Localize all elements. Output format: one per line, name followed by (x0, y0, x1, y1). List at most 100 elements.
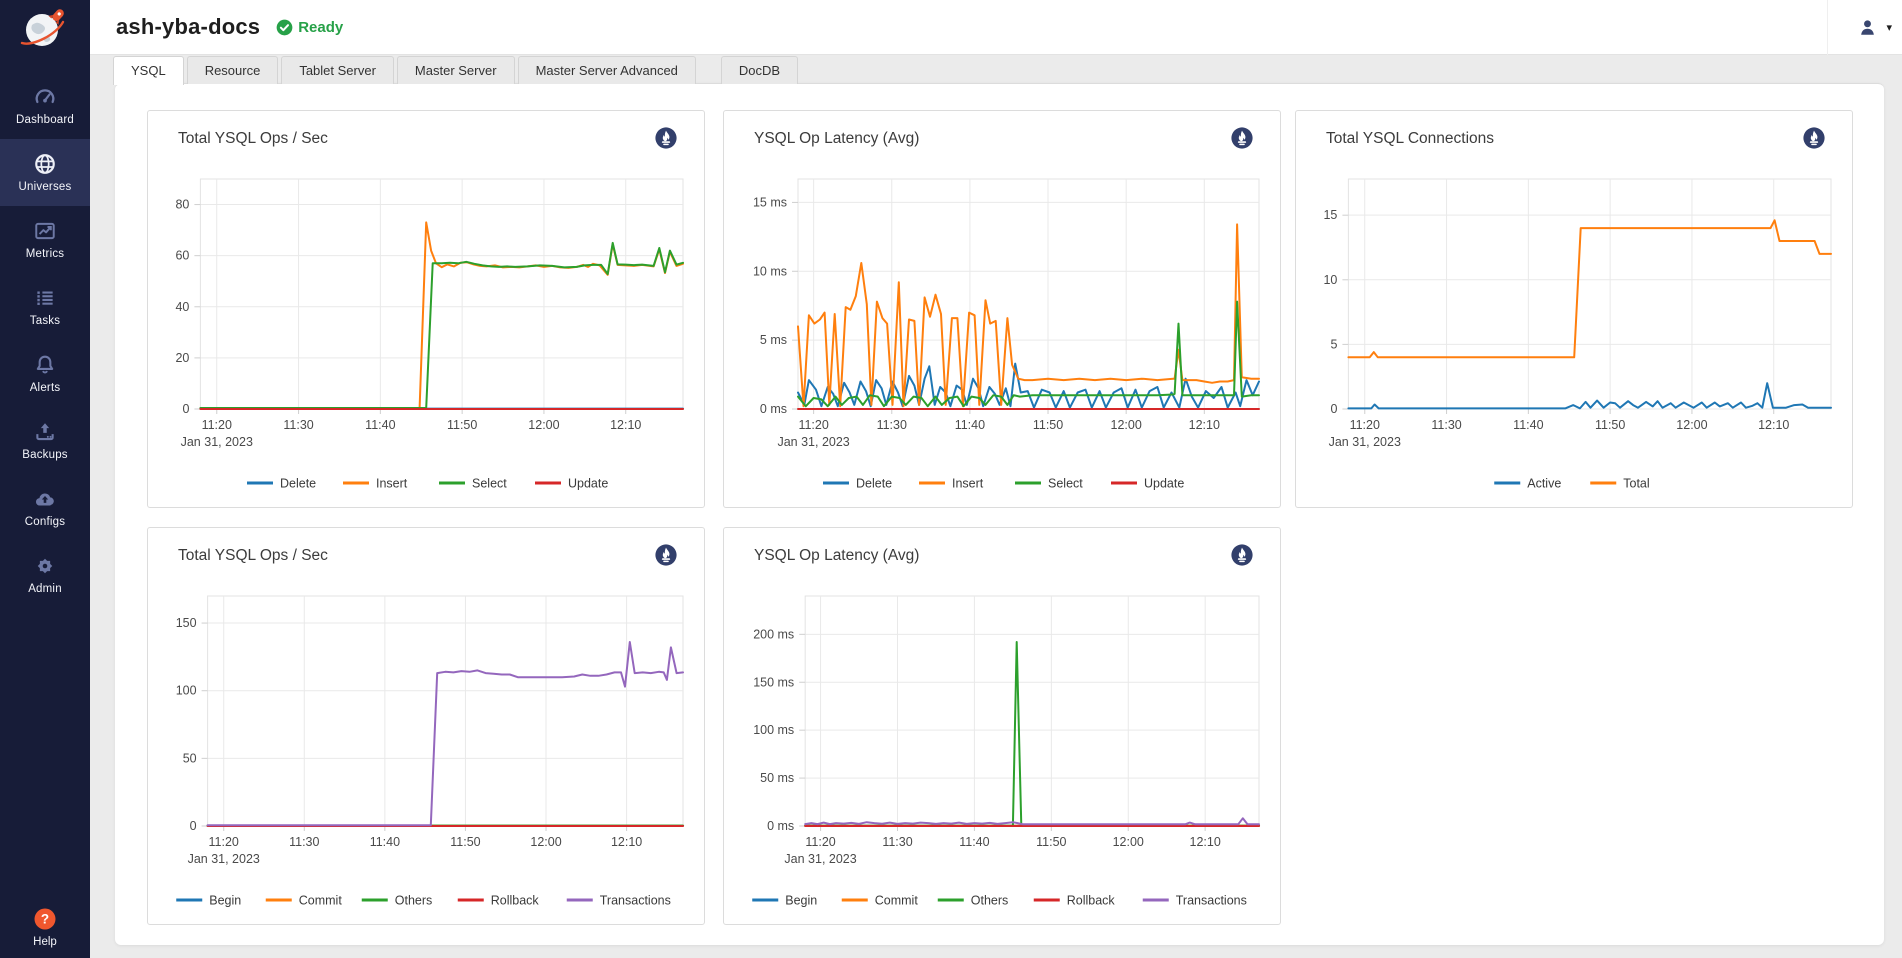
x-tick-label: 11:30 (1431, 418, 1461, 432)
legend-item-delete[interactable]: Delete (823, 477, 892, 491)
legend-item-delete[interactable]: Delete (247, 477, 316, 491)
sidebar-item-metrics[interactable]: Metrics (0, 206, 90, 273)
legend-item-select[interactable]: Select (439, 477, 507, 491)
legend-item-commit[interactable]: Commit (841, 894, 919, 908)
x-axis-date-label: Jan 31, 2023 (777, 435, 849, 449)
legend-item-transactions[interactable]: Transactions (566, 894, 671, 908)
app-logo[interactable] (0, 0, 90, 58)
x-tick-label: 12:10 (1758, 418, 1789, 432)
chart-title: YSQL Op Latency (Avg) (754, 130, 920, 147)
series-line-total[interactable] (1347, 219, 1832, 359)
legend-item-commit[interactable]: Commit (265, 894, 343, 908)
sidebar-item-help[interactable]: ? Help (0, 906, 90, 948)
prometheus-icon[interactable] (1230, 543, 1254, 567)
prometheus-icon[interactable] (654, 126, 678, 150)
x-tick-label: 11:40 (955, 418, 985, 432)
y-tick-label: 50 (183, 751, 197, 765)
legend-item-active[interactable]: Active (1494, 477, 1561, 491)
legend-item-update[interactable]: Update (535, 477, 608, 491)
chart-canvas[interactable]: 0 ms 5 ms 10 ms 15 ms 11:20 Jan 31, 2023 11:30… (724, 111, 1282, 509)
sidebar-item-configs[interactable]: Configs (0, 474, 90, 541)
tab-docdb[interactable]: DocDB (720, 56, 799, 84)
legend-item-others[interactable]: Others (937, 894, 1009, 908)
x-tick-label: 11:30 (877, 418, 907, 432)
status-text: Ready (298, 18, 344, 36)
y-tick-label: 5 (1330, 337, 1337, 351)
legend-item-insert[interactable]: Insert (343, 477, 408, 491)
x-tick-label: 12:00 (1111, 418, 1142, 432)
chart-canvas[interactable]: 0 20 40 60 80 11:20 Jan 31, 2023 11:30 11:40 11:5… (148, 111, 706, 509)
chart-canvas[interactable]: 0 ms 50 ms 100 ms 150 ms 200 ms 11:20 Jan 31, … (724, 528, 1282, 926)
y-tick-label: 40 (175, 300, 189, 314)
header: ash-yba-docs Ready ▾ (90, 0, 1902, 55)
legend-item-others[interactable]: Others (361, 894, 433, 908)
series-line-transactions[interactable] (804, 817, 1260, 826)
chart-panel-ysql-op-latency: 0 ms 5 ms 10 ms 15 ms 11:20 Jan 31, 2023 11:30… (723, 110, 1281, 508)
check-circle-icon (276, 19, 293, 35)
legend-item-begin[interactable]: Begin (752, 894, 817, 908)
sidebar-item-label: Help (33, 936, 57, 948)
plot-border (207, 595, 684, 827)
legend-label: Update (1144, 477, 1184, 491)
x-tick-label: 12:00 (528, 418, 559, 432)
x-tick-label: 11:30 (289, 835, 319, 849)
legend-item-select[interactable]: Select (1015, 477, 1083, 491)
sidebar-item-label: Metrics (25, 248, 65, 260)
legend-label: Rollback (1067, 894, 1116, 908)
x-tick-label: 12:10 (610, 418, 641, 432)
x-tick-label: 12:00 (1676, 418, 1707, 432)
chart-panel-ysql-op-latency-transactions: 0 ms 50 ms 100 ms 150 ms 200 ms 11:20 Jan 31, … (723, 527, 1281, 925)
chart-canvas[interactable]: 0 50 100 150 11:20 Jan 31, 2023 11:30 11:40 11:5… (148, 528, 706, 926)
sidebar-item-label: Universes (18, 181, 72, 193)
x-tick-label: 11:40 (365, 418, 395, 432)
sidebar-item-backups[interactable]: Backups (0, 407, 90, 474)
chart-canvas[interactable]: 0 5 10 15 11:20 Jan 31, 2023 11:30 11:40 11:50 12… (1296, 111, 1854, 509)
tab-master-server-advanced[interactable]: Master Server Advanced (517, 56, 696, 84)
legend-item-begin[interactable]: Begin (176, 894, 241, 908)
chart-title: YSQL Op Latency (Avg) (754, 547, 920, 564)
y-tick-label: 0 (1330, 402, 1337, 416)
sidebar-item-dashboard[interactable]: Dashboard (0, 72, 90, 139)
tab-ysql[interactable]: YSQL (113, 56, 184, 85)
sidebar-item-universes[interactable]: Universes (0, 139, 90, 206)
prometheus-icon[interactable] (1230, 126, 1254, 150)
series-line-select[interactable] (199, 241, 684, 409)
series-line-others[interactable] (804, 641, 1260, 827)
sidebar-item-tasks[interactable]: Tasks (0, 273, 90, 340)
x-tick-label: 12:10 (611, 835, 642, 849)
sidebar: Dashboard Universes Metrics (0, 0, 90, 958)
legend-item-update[interactable]: Update (1111, 477, 1184, 491)
prometheus-icon[interactable] (1802, 126, 1826, 150)
y-tick-label: 0 (182, 402, 189, 416)
series-line-select[interactable] (797, 300, 1260, 408)
sidebar-item-label: Alerts (29, 382, 61, 394)
legend-label: Active (1527, 477, 1561, 491)
legend-item-total[interactable]: Total (1590, 477, 1650, 491)
chart-panel-total-ysql-ops: 0 20 40 60 80 11:20 Jan 31, 2023 11:30 11:40 11:5… (147, 110, 705, 508)
series-line-active[interactable] (1347, 382, 1832, 410)
legend-label: Rollback (491, 894, 540, 908)
svg-text:?: ? (41, 912, 49, 927)
y-tick-label: 20 (175, 351, 189, 365)
legend-item-rollback[interactable]: Rollback (1033, 894, 1116, 908)
legend-item-rollback[interactable]: Rollback (457, 894, 540, 908)
tab-tablet-server[interactable]: Tablet Server (281, 56, 394, 84)
sidebar-item-label: Admin (28, 583, 62, 595)
tab-resource[interactable]: Resource (186, 56, 279, 84)
legend-label: Others (395, 894, 433, 908)
series-line-insert[interactable] (797, 223, 1260, 408)
prometheus-icon[interactable] (654, 543, 678, 567)
sidebar-item-admin[interactable]: Admin (0, 541, 90, 608)
series-line-transactions[interactable] (206, 641, 684, 827)
sidebar-item-alerts[interactable]: Alerts (0, 340, 90, 407)
upload-icon (36, 423, 54, 441)
legend-item-transactions[interactable]: Transactions (1142, 894, 1247, 908)
user-menu[interactable]: ▾ (1827, 0, 1892, 55)
series-line-delete[interactable] (797, 362, 1260, 409)
x-tick-label: 11:40 (959, 835, 989, 849)
chart-title: Total YSQL Ops / Sec (178, 547, 328, 564)
legend-item-insert[interactable]: Insert (919, 477, 984, 491)
help-question-icon: ? (34, 908, 56, 930)
tab-master-server[interactable]: Master Server (396, 56, 515, 84)
